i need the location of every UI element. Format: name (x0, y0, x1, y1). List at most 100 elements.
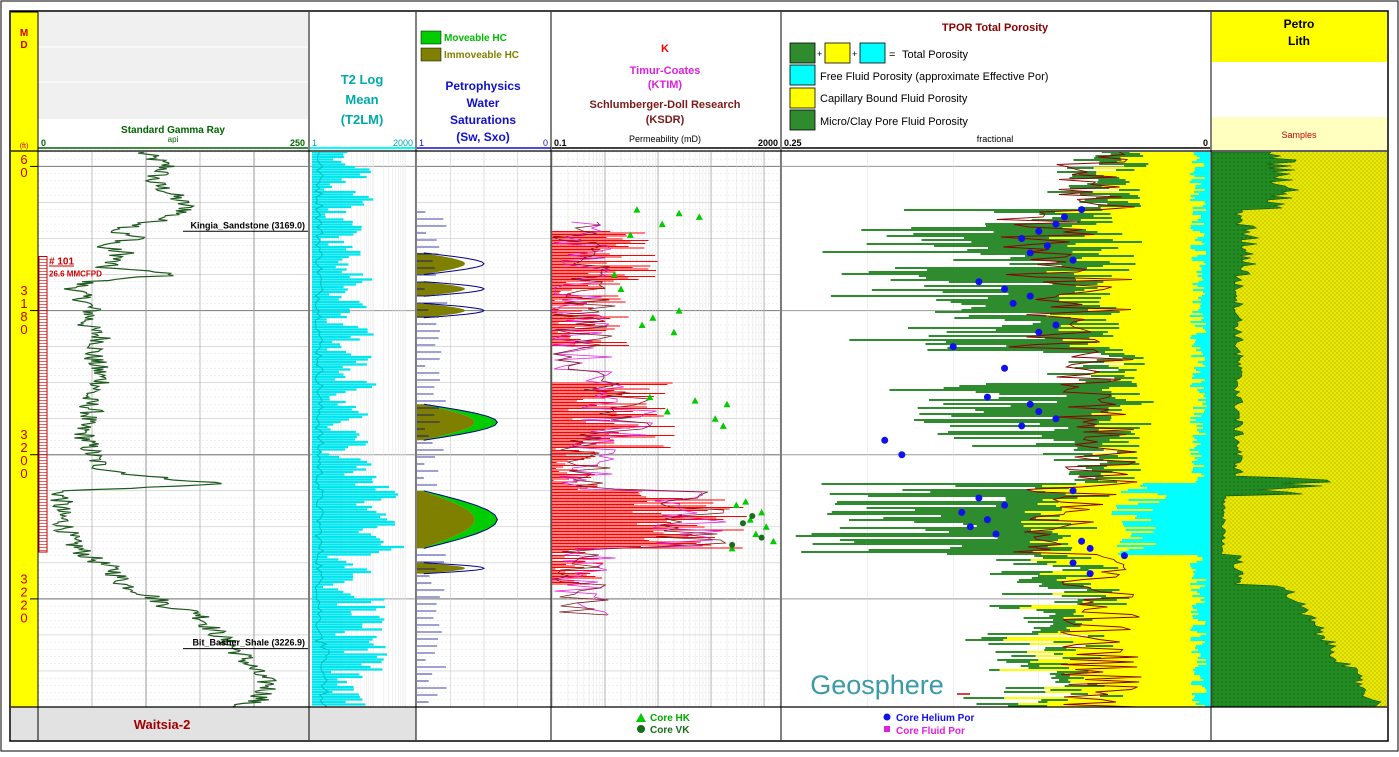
immoveable-hc-zone (417, 281, 466, 297)
core-hk-point (670, 328, 678, 336)
sat-title-line3: Saturations (450, 113, 516, 127)
core-hk-point (633, 206, 641, 213)
depth-label-char: 3 (20, 571, 27, 586)
sw-curve-segment (423, 562, 486, 575)
legend-micro: Micro/Clay Pore Fluid Porosity (820, 116, 968, 128)
core-helium-point (992, 530, 1000, 538)
sw-curve-segment (423, 403, 499, 441)
core-helium-point (1035, 227, 1043, 235)
lith-title-line1: Petro (1284, 17, 1315, 31)
formation-tops: Kingia_Sandstone (3169.0) Bit_Basher_Shal… (183, 220, 308, 650)
track-borders (11, 11, 1387, 740)
core-hk-point (742, 498, 750, 505)
core-hk-point (626, 231, 634, 238)
core-vk-point (739, 520, 746, 527)
core-helium-point (1052, 220, 1060, 228)
core-helium-point (1069, 487, 1077, 495)
legend-ffp-swatch (789, 64, 816, 86)
immoveable-hc-zone (417, 404, 475, 441)
well-name: Waitsia-2 (134, 717, 191, 732)
core-hk-point (728, 544, 736, 552)
legend-total-porosity: Total Porosity (902, 49, 969, 61)
legend-cbfp: Capillary Bound Fluid Porosity (820, 93, 968, 105)
sat-scale-max: 0 (543, 138, 548, 148)
porosity-track (795, 152, 1210, 707)
core-helium-point (966, 523, 974, 531)
ktim-curve (552, 221, 727, 616)
sw-curve-segment (423, 281, 486, 297)
core-helium-point (1018, 422, 1026, 430)
core-hk-point (752, 530, 760, 538)
immoveable-hc-zone (417, 490, 475, 549)
lith-header-bg (1212, 12, 1387, 62)
legend-moveable-swatch (420, 30, 442, 45)
perm-title-k: K (661, 43, 669, 55)
core-helium-point (983, 393, 991, 401)
core-hk-point (719, 422, 727, 429)
core-vk-legend-icon (637, 725, 645, 733)
depth-unit: (ft) (20, 143, 29, 150)
watermark: Geosphere (810, 670, 944, 700)
legend-immoveable: Immoveable HC (444, 50, 519, 61)
t2-title-line3: (T2LM) (341, 112, 384, 127)
t2-title-line1: T2 Log (341, 72, 384, 87)
legend-equals-sign: = (889, 49, 895, 61)
moveable-hc-zone (421, 404, 498, 441)
core-hk-point (663, 407, 671, 415)
footer-helium: Core Helium Por (896, 713, 974, 724)
t2-title-line2: Mean (345, 92, 378, 107)
depth-header-letter-1: M (20, 28, 28, 39)
perforation-rate: 26.6 MMCFPD (49, 270, 102, 279)
core-helium-point (983, 516, 991, 524)
core-helium-point (1069, 559, 1077, 567)
gamma-track (50, 152, 278, 707)
core-helium-point (1026, 292, 1034, 300)
core-helium-point (1060, 213, 1068, 221)
t2-track (312, 152, 404, 707)
legend-eq-micro-swatch (789, 42, 816, 64)
depth-label-char: 2 (20, 440, 27, 455)
footer-core-hk: Core HK (650, 713, 691, 724)
legend-moveable: Moveable HC (444, 33, 507, 44)
depth-label-char: 0 (20, 165, 27, 180)
sw-curve-segment (423, 490, 498, 549)
lith-shale-fill (1211, 152, 1382, 707)
core-helium-point (1026, 249, 1034, 257)
formation-top-label: Kingia_Sandstone (3169.0) (190, 220, 305, 230)
gamma-ray-curve (50, 152, 278, 707)
sw-curve-segment (423, 302, 486, 319)
core-helium-point (1120, 552, 1128, 560)
core-helium-point (1035, 328, 1043, 336)
por-scale-max: 0 (1203, 138, 1208, 148)
perm-title-sdr: Schlumberger-Doll Research (590, 99, 741, 111)
core-hk-point (711, 415, 719, 422)
t2lm-curve (314, 152, 331, 707)
core-hk-point (695, 213, 703, 220)
depth-track-background (11, 12, 38, 707)
gamma-scale-min: 0 (41, 138, 46, 148)
saturation-track (417, 211, 499, 703)
depth-label-char: 0 (20, 610, 27, 625)
core-hk-point (638, 321, 646, 328)
core-hk-point (649, 314, 657, 321)
depth-label-char: 0 (20, 453, 27, 468)
core-hk-point (758, 508, 766, 516)
core-hk-point (675, 209, 683, 217)
perm-scale-min: 0.1 (554, 138, 567, 148)
sat-title-line2: Water (467, 96, 500, 110)
perm-title-timur: Timur-Coates (630, 65, 701, 77)
core-helium-point (1086, 570, 1094, 578)
perm-scale-max: 2000 (758, 138, 778, 148)
sat-title-line4: (Sw, Sxo) (456, 130, 510, 144)
core-vk-point (729, 541, 736, 548)
legend-plus-1: + (817, 49, 822, 59)
core-hk-point (617, 285, 625, 292)
depth-label-char: 0 (20, 322, 27, 337)
gamma-scale-max: 250 (290, 138, 305, 148)
core-vk-point (749, 512, 756, 519)
core-helium-point (1026, 400, 1034, 408)
core-helium-point (1043, 242, 1051, 250)
core-helium-point (1078, 206, 1086, 214)
total-porosity-curve (996, 152, 1142, 707)
